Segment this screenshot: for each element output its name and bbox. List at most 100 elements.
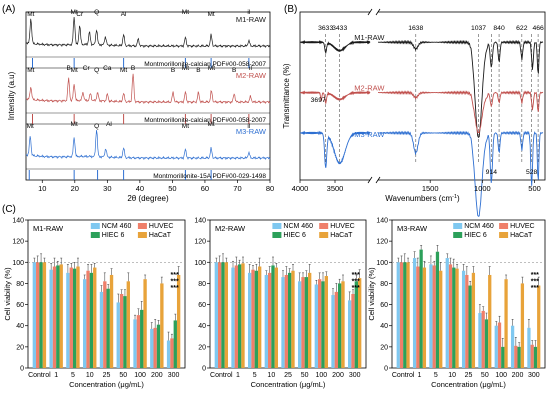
bar bbox=[497, 322, 502, 368]
panel-label-a: (A) bbox=[2, 4, 15, 15]
significance-mark: *** bbox=[171, 285, 179, 292]
legend-swatch bbox=[499, 232, 509, 238]
bar bbox=[396, 262, 400, 368]
viability-category-label: Control bbox=[28, 372, 51, 379]
legend-label: HaCaT bbox=[510, 232, 533, 239]
bar bbox=[288, 272, 292, 368]
bar bbox=[510, 325, 515, 368]
viability-ytick-label: 140 bbox=[194, 218, 206, 225]
bar bbox=[166, 340, 171, 368]
xrd-annotation: Al bbox=[106, 121, 112, 128]
xrd-annotation: B bbox=[232, 67, 236, 74]
xrd-annotation: Mt bbox=[71, 121, 78, 128]
bar bbox=[76, 266, 80, 368]
bar bbox=[234, 265, 238, 368]
xrd-annotation: Al bbox=[121, 11, 127, 18]
viability-category-label: Control bbox=[392, 372, 415, 379]
legend-label: NCM 460 bbox=[102, 223, 132, 230]
bar bbox=[109, 274, 114, 368]
ftir-xtick-label: 3500 bbox=[327, 184, 344, 193]
xrd-reference-pdf: PDF#00-058-2007 bbox=[213, 61, 267, 68]
bar bbox=[99, 291, 104, 368]
ftir-ylabel: Transmittance (%) bbox=[282, 63, 291, 128]
xrd-xtick-label: 30 bbox=[103, 184, 111, 193]
bar bbox=[248, 272, 252, 368]
xrd-annotation: B bbox=[196, 67, 200, 74]
bar bbox=[69, 267, 73, 368]
viability-category-label: 200 bbox=[151, 372, 163, 379]
bar bbox=[488, 274, 492, 368]
viability-ytick-label: 120 bbox=[12, 239, 24, 246]
viability-category-label: 10 bbox=[86, 372, 94, 379]
viability-category-label: 300 bbox=[168, 372, 180, 379]
bar bbox=[331, 295, 335, 368]
bar bbox=[264, 274, 268, 368]
legend-swatch bbox=[319, 232, 329, 238]
legend-swatch bbox=[137, 223, 147, 229]
viability-category-label: 100 bbox=[495, 372, 507, 379]
xrd-annotation: Mt bbox=[207, 121, 214, 128]
legend-swatch bbox=[272, 223, 282, 229]
xrd-reference-name: Montmorillonite-calcian bbox=[144, 117, 212, 124]
bar bbox=[49, 269, 53, 368]
significance-mark: *** bbox=[171, 272, 179, 279]
viability-ytick-label: 60 bbox=[16, 302, 24, 309]
bar bbox=[399, 262, 404, 368]
viability-chart-2: 0 20 40 60 80 100 120 140 Control 1 5 10 25 50 100 200 3… bbox=[194, 218, 367, 389]
ftir-curve-2 bbox=[299, 130, 544, 217]
xrd-curve-0 bbox=[25, 16, 271, 49]
bar bbox=[412, 258, 417, 368]
viability-ytick-label: 140 bbox=[12, 218, 24, 225]
bar bbox=[452, 267, 456, 368]
viability-category-label: 50 bbox=[481, 372, 489, 379]
bar bbox=[348, 300, 352, 368]
viability-ytick-label: 100 bbox=[376, 260, 388, 267]
bar bbox=[160, 283, 164, 368]
xrd-annotation: Mt bbox=[71, 67, 78, 74]
xrd-annotation: Mt bbox=[207, 11, 214, 18]
bar bbox=[533, 346, 538, 368]
ftir-series-name-2: M3-RAW bbox=[354, 130, 385, 139]
bar bbox=[258, 266, 262, 368]
xrd-ylabel: Intensity (a.u) bbox=[7, 71, 16, 120]
xrd-annotation: Ca bbox=[103, 65, 112, 72]
xrd-annotation: B bbox=[131, 65, 135, 72]
xrd-xtick-label: 50 bbox=[168, 184, 176, 193]
viability-category-label: 50 bbox=[119, 372, 127, 379]
ftir-band-label: 3633 bbox=[318, 25, 333, 32]
xrd-annotation: Q bbox=[94, 123, 99, 130]
xrd-reference-name: Montmorillonite-15A bbox=[153, 173, 212, 180]
bar bbox=[42, 262, 47, 368]
bar bbox=[445, 258, 449, 368]
xrd-xtick-label: 20 bbox=[71, 184, 79, 193]
xrd-annotation: Q bbox=[94, 67, 99, 74]
xrd-annotation: Mt bbox=[182, 123, 189, 130]
ftir-band-label: 466 bbox=[532, 25, 544, 32]
panel-label-b: (B) bbox=[284, 4, 297, 15]
ftir-band-label: 1037 bbox=[471, 25, 486, 32]
bar bbox=[231, 267, 235, 368]
xrd-annotation: Q bbox=[94, 9, 99, 16]
bar bbox=[304, 277, 308, 368]
bar bbox=[281, 277, 285, 368]
bar bbox=[334, 291, 338, 368]
xrd-annotation: Mt bbox=[120, 67, 127, 74]
bar bbox=[298, 281, 302, 368]
ftir-xlabel-end: ) bbox=[457, 194, 460, 203]
bar bbox=[56, 265, 60, 368]
viability-category-label: 50 bbox=[301, 372, 309, 379]
xrd-xtick-label: 40 bbox=[136, 184, 144, 193]
bar bbox=[530, 344, 534, 368]
bar bbox=[52, 266, 57, 368]
significance-mark: *** bbox=[352, 278, 360, 285]
bar bbox=[143, 279, 147, 368]
significance-mark: *** bbox=[531, 272, 539, 279]
xrd-annotation: il bbox=[249, 65, 252, 72]
viability-category-label: 1 bbox=[54, 372, 58, 379]
xrd-reference-pdf: PDF#00-058-2007 bbox=[213, 117, 267, 124]
bar bbox=[308, 272, 312, 368]
viability-ytick-label: 120 bbox=[194, 239, 206, 246]
bar bbox=[501, 346, 505, 368]
bar bbox=[126, 281, 130, 368]
xrd-curve-2 bbox=[25, 130, 271, 161]
